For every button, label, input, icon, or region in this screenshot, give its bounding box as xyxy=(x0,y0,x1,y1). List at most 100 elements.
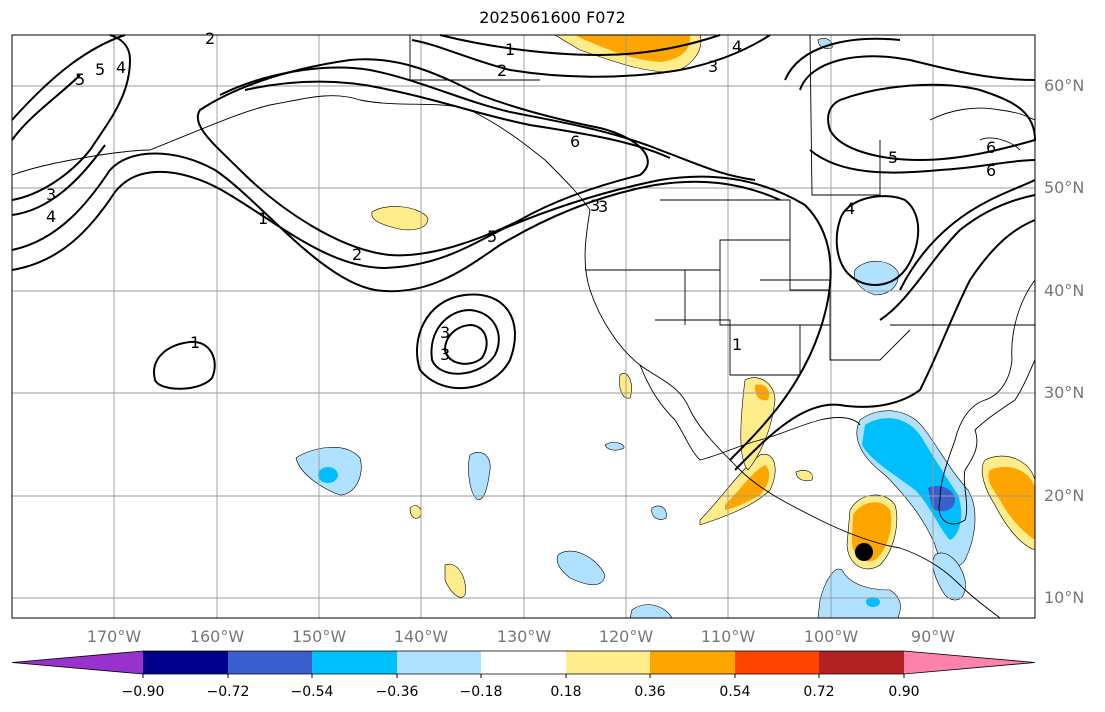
contour-label: 2 xyxy=(497,61,507,80)
positive-anomaly-sierra-core xyxy=(754,384,770,401)
lat-label: 30°N xyxy=(1044,383,1085,402)
contour-low-3 xyxy=(443,323,488,365)
lon-label: 170°W xyxy=(86,627,142,646)
contour-label: 3 xyxy=(46,185,56,204)
map-frame xyxy=(11,34,1036,619)
contour-label: 1 xyxy=(732,335,742,354)
negative-anomaly-small-2 xyxy=(604,442,625,451)
colorbar xyxy=(11,650,1036,678)
contour-low-2 xyxy=(430,308,500,375)
contour-jet-4 xyxy=(219,66,756,181)
map-title: 2025061600 F072 xyxy=(479,8,626,27)
negative-anomaly-isthmus xyxy=(932,552,966,601)
contour-label: 6 xyxy=(986,138,996,157)
contour-label: 3 xyxy=(590,196,600,215)
lon-label: 120°W xyxy=(598,627,654,646)
positive-anomaly-small-2 xyxy=(795,470,813,482)
contour-label: 3 xyxy=(440,323,450,342)
lon-label: 130°W xyxy=(496,627,552,646)
colorbar-segment xyxy=(397,651,481,674)
contour-west-4 xyxy=(11,74,81,141)
contour-gulf xyxy=(734,219,1036,471)
contour-label: 4 xyxy=(46,207,56,226)
lon-label: 140°W xyxy=(393,627,449,646)
colorbar-segment xyxy=(566,651,650,674)
colorbar-extend-high xyxy=(904,651,1035,674)
contour-label: 6 xyxy=(570,132,580,151)
colorbar-tick-label: 0.54 xyxy=(719,684,751,700)
lat-label: 40°N xyxy=(1044,281,1085,300)
colorbar-extend-low xyxy=(12,651,143,674)
negative-anomaly-small-1 xyxy=(651,505,667,520)
contour-lines xyxy=(11,34,1037,471)
storm-marker xyxy=(855,543,873,561)
coastlines xyxy=(11,34,1036,619)
lon-label: 90°W xyxy=(910,627,956,646)
lat-label: 60°N xyxy=(1044,76,1085,95)
contour-north-1 xyxy=(411,34,771,78)
contour-label: 6 xyxy=(986,161,996,180)
lat-label: 50°N xyxy=(1044,178,1085,197)
contour-east-7 xyxy=(879,194,1036,321)
contour-label: 2 xyxy=(205,29,215,48)
colorbar-segment xyxy=(650,651,735,674)
colorbar-tick-label: 0.18 xyxy=(550,684,582,700)
negative-anomaly-midwest xyxy=(854,260,899,296)
contour-label: 3 xyxy=(440,345,450,364)
colorbar-tick-label: 0.90 xyxy=(888,684,920,700)
contour-west-2 xyxy=(11,144,106,216)
contour-label: 2 xyxy=(352,245,362,264)
colorbar-tick-label: −0.18 xyxy=(459,684,503,700)
contour-west-1 xyxy=(11,34,132,201)
colorbar-tick-label: −0.54 xyxy=(290,684,334,700)
contour-label: 5 xyxy=(487,227,497,246)
colorbar-segment xyxy=(481,651,566,674)
negative-anomaly-south-core xyxy=(866,597,880,607)
colorbar-tick-label: 0.36 xyxy=(634,684,666,700)
colorbar-segment xyxy=(143,651,228,674)
positive-anomaly-sierra xyxy=(740,377,776,471)
negative-anomaly-pacific-2 xyxy=(468,451,491,501)
contour-east-6 xyxy=(899,179,1036,291)
negative-anomaly-pacific-1-core xyxy=(318,467,338,483)
contour-label-layer: 1 2 3 4 5 6 1 2 3 4 5 6 3 4 5 1 1 2 3 5 … xyxy=(46,29,996,364)
positive-anomaly-mexico-core xyxy=(725,465,770,510)
lon-label: 100°W xyxy=(803,627,859,646)
contour-east-4 xyxy=(784,37,901,81)
lat-label: 20°N xyxy=(1044,486,1085,505)
contour-label: 1 xyxy=(505,40,515,59)
contour-east-5 xyxy=(835,195,920,286)
contour-label: 5 xyxy=(75,70,85,89)
colorbar-segment xyxy=(228,651,312,674)
positive-anomaly-north-core xyxy=(575,35,691,62)
contour-label: 4 xyxy=(732,37,742,56)
contour-east-3 xyxy=(799,55,1036,91)
positive-anomaly-pacific-2 xyxy=(444,563,466,598)
lon-label: 160°W xyxy=(189,627,245,646)
contour-jet-3 xyxy=(196,58,649,257)
colorbar-segment xyxy=(735,651,819,674)
positive-anomaly-caribbean-core xyxy=(988,466,1035,540)
colorbar-tick-label: −0.90 xyxy=(121,684,165,700)
colorbar-tick-label: −0.72 xyxy=(206,684,250,700)
positive-anomaly-pacific-1 xyxy=(371,206,429,231)
contour-label: 1 xyxy=(190,333,200,352)
lon-label: 110°W xyxy=(700,627,756,646)
contour-ridge-1 xyxy=(153,340,216,390)
contour-north-2 xyxy=(439,34,721,57)
colorbar-segment xyxy=(312,651,397,674)
contour-west-3 xyxy=(11,34,126,121)
contour-label: 4 xyxy=(845,199,855,218)
negative-anomaly-peak xyxy=(928,485,955,512)
contour-jet-1 xyxy=(11,152,781,293)
contour-east-2 xyxy=(809,149,1036,174)
negative-anomaly-pacific-3 xyxy=(556,550,606,586)
contour-label: 3 xyxy=(598,197,608,216)
lon-label: 150°W xyxy=(291,627,347,646)
colorbar-tick-label: 0.72 xyxy=(803,684,835,700)
contour-label: 1 xyxy=(258,209,268,228)
contour-east-1 xyxy=(827,83,1037,162)
contour-label: 5 xyxy=(888,148,898,167)
colorbar-tick-label: −0.36 xyxy=(375,684,419,700)
